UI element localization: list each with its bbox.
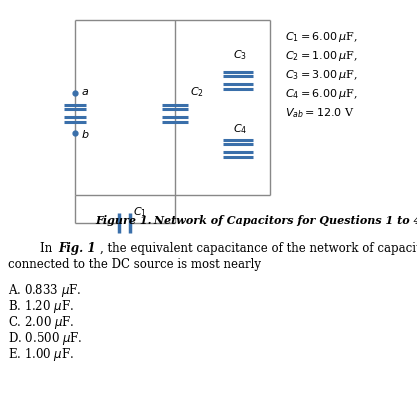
Text: connected to the DC source is most nearly: connected to the DC source is most nearl… xyxy=(8,258,261,271)
Text: $C_4 = 6.00\,\mu$F,: $C_4 = 6.00\,\mu$F, xyxy=(285,87,357,101)
Text: $C_3$: $C_3$ xyxy=(233,48,247,62)
Text: $V_{ab} = 12.0$ V: $V_{ab} = 12.0$ V xyxy=(285,106,355,120)
Text: $C_4$: $C_4$ xyxy=(233,122,247,136)
Text: $C_1 = 6.00\,\mu$F,: $C_1 = 6.00\,\mu$F, xyxy=(285,30,357,44)
Text: D. 0.500 $\mu$F.: D. 0.500 $\mu$F. xyxy=(8,330,83,347)
Text: E. 1.00 $\mu$F.: E. 1.00 $\mu$F. xyxy=(8,346,74,363)
Text: $C_3 = 3.00\,\mu$F,: $C_3 = 3.00\,\mu$F, xyxy=(285,68,357,82)
Text: $C_2 = 1.00\,\mu$F,: $C_2 = 1.00\,\mu$F, xyxy=(285,49,357,63)
Text: A. 0.833 $\mu$F.: A. 0.833 $\mu$F. xyxy=(8,282,81,299)
Text: In: In xyxy=(40,242,56,255)
Text: $a$: $a$ xyxy=(81,87,89,97)
Text: $C_1$: $C_1$ xyxy=(133,205,147,219)
Text: $C_2$: $C_2$ xyxy=(190,85,204,99)
Text: $b$: $b$ xyxy=(81,128,90,140)
Text: Fig. 1: Fig. 1 xyxy=(58,242,95,255)
Text: Figure 1.: Figure 1. xyxy=(95,215,151,226)
Text: C. 2.00 $\mu$F.: C. 2.00 $\mu$F. xyxy=(8,314,75,331)
Text: Network of Capacitors for Questions 1 to 4.: Network of Capacitors for Questions 1 to… xyxy=(150,215,417,226)
Text: B. 1.20 $\mu$F.: B. 1.20 $\mu$F. xyxy=(8,298,74,315)
Text: , the equivalent capacitance of the network of capacitors: , the equivalent capacitance of the netw… xyxy=(100,242,417,255)
